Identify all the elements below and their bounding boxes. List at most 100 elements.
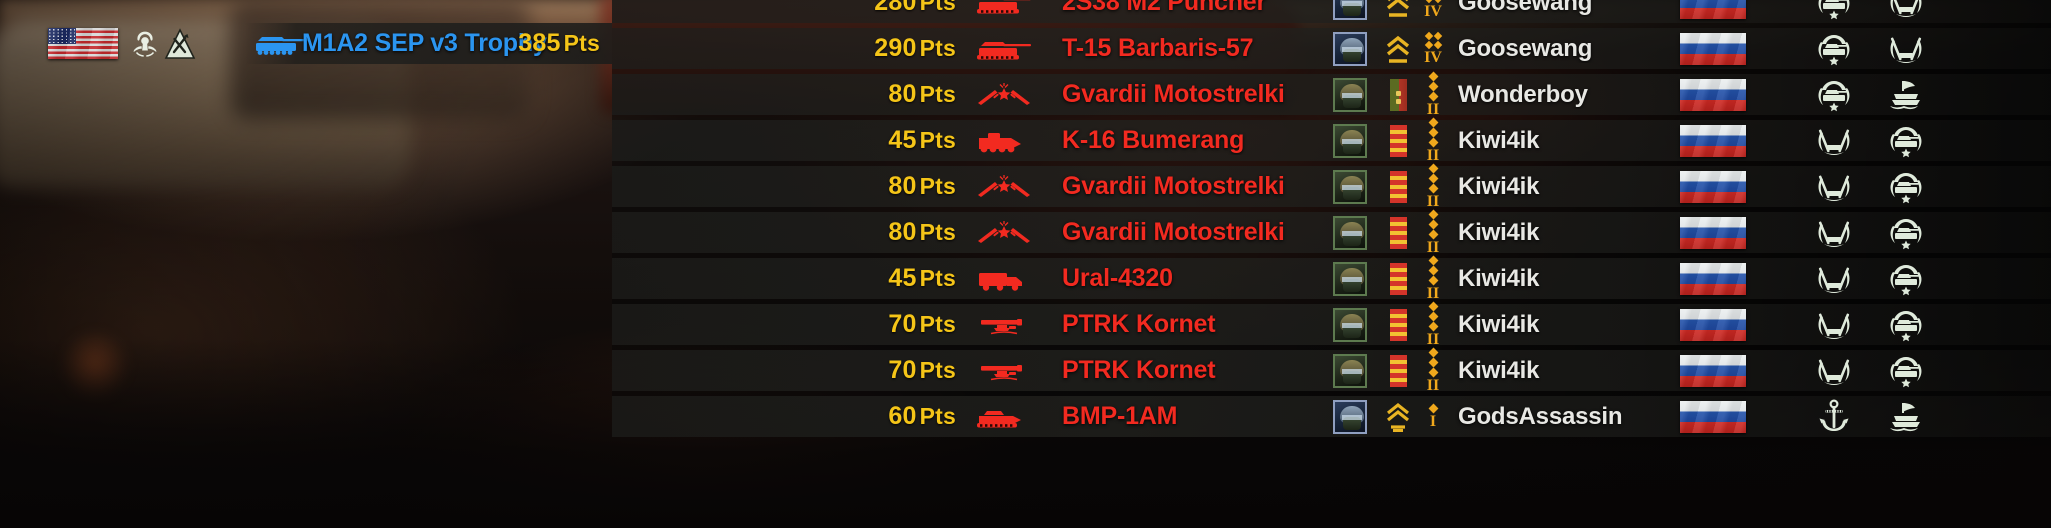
rank-insignia: [1380, 34, 1416, 64]
tank-wreath-badge-icon: [1798, 0, 1870, 23]
kill-points-unit: Pts: [919, 173, 956, 199]
rank-insignia: [1380, 354, 1416, 387]
naval-ship-badge-icon: [1870, 397, 1942, 437]
killed-vehicle-name-text: BMP-1AM: [1062, 402, 1178, 430]
killer-player-name[interactable]: Kiwi4ik: [1450, 311, 1674, 339]
kill-points-value: 70: [888, 310, 917, 338]
killed-vehicle-name-text: PTRK Kornet: [1062, 310, 1216, 338]
player-avatar[interactable]: [1320, 0, 1380, 20]
kill-points: 80 Pts: [784, 218, 956, 247]
kill-feed-row: 70 Pts PTRK Kornet II Kiwi4ik: [612, 301, 2051, 348]
kill-points-value: 80: [888, 172, 917, 200]
killed-vehicle-name: PTRK Kornet: [1052, 356, 1320, 385]
kill-feed-row: 70 Pts PTRK Kornet II Kiwi4ik: [612, 347, 2051, 394]
killer-player-name[interactable]: Kiwi4ik: [1450, 357, 1674, 385]
player-avatar[interactable]: [1320, 307, 1380, 342]
killer-player-name[interactable]: Kiwi4ik: [1450, 265, 1674, 293]
soldier-goggles-avatar: [1333, 123, 1367, 158]
row-separator: [612, 161, 2051, 166]
killer-player-name[interactable]: Kiwi4ik: [1450, 173, 1674, 201]
kill-points: 80 Pts: [784, 172, 956, 201]
crossed-rifles-wreath-badge-icon: [1798, 213, 1870, 253]
crossed-rifles-wreath-badge-icon: [1798, 351, 1870, 391]
kill-points-unit: Pts: [919, 219, 956, 245]
player-avatar[interactable]: [1320, 261, 1380, 296]
killer-player-name-text: Kiwi4ik: [1458, 310, 1540, 338]
crossed-rifles-wreath-badge-icon: [1798, 305, 1870, 345]
soldier-goggles-avatar: [1333, 215, 1367, 250]
kill-feed-row: 45 Pts Ural-4320 II Kiwi4ik: [612, 255, 2051, 302]
player-avatar[interactable]: [1320, 123, 1380, 158]
squad-level-2-icon: II: [1416, 117, 1450, 164]
tracked-tank-icon: [956, 36, 1052, 62]
squad-level-numeral: II: [1426, 330, 1440, 348]
kill-points-unit: Pts: [919, 357, 956, 383]
kill-feed-row: 45 Pts K-16 Bumerang II Kiwi4ik: [612, 117, 2051, 164]
flag-russia-icon: [1674, 262, 1798, 295]
kill-feed-row: 60 Pts BMP-1AM I GodsAssassin: [612, 396, 2051, 437]
rank-insignia: [1380, 78, 1416, 111]
flag-russia-icon: [1674, 308, 1798, 341]
killed-vehicle-name: Gvardii Motostrelki: [1052, 80, 1320, 109]
squad-level-numeral: II: [1426, 238, 1440, 256]
sergeant-chevron-icon: [1386, 0, 1410, 17]
killer-player-name[interactable]: Goosewang: [1450, 0, 1674, 17]
flag-canton: [48, 28, 76, 45]
killer-player-name-text: Kiwi4ik: [1458, 356, 1540, 384]
killer-player-name-text: GodsAssassin: [1458, 402, 1623, 430]
player-avatar[interactable]: [1320, 169, 1380, 204]
kill-points-unit: Pts: [919, 81, 956, 107]
squad-level-2-icon: II: [1416, 347, 1450, 394]
flag-russia-icon: [1674, 170, 1798, 203]
kill-points-unit: Pts: [919, 265, 956, 291]
killer-player-name[interactable]: Wonderboy: [1450, 81, 1674, 109]
infantry-squad-icon: [956, 82, 1052, 108]
killer-player-name-text: Goosewang: [1458, 0, 1593, 16]
killer-player-name[interactable]: GodsAssassin: [1450, 403, 1674, 431]
flag-russia-icon: [1674, 400, 1798, 433]
player-avatar[interactable]: [1320, 215, 1380, 250]
killer-player-name-text: Kiwi4ik: [1458, 126, 1540, 154]
tank-wreath-badge-icon: [1870, 351, 1942, 391]
rank-insignia: [1380, 216, 1416, 249]
flag-united-states-icon: [48, 28, 118, 59]
tracked-tank-icon: [956, 0, 1052, 16]
killer-player-name[interactable]: Kiwi4ik: [1450, 127, 1674, 155]
soldier-goggles-avatar: [1333, 307, 1367, 342]
squad-level-numeral: II: [1426, 284, 1440, 302]
kill-points-unit: Pts: [919, 127, 956, 153]
kill-points-value: 45: [888, 126, 917, 154]
tank-wreath-badge-icon: [1870, 305, 1942, 345]
flag-russia-graphic: [1680, 170, 1746, 203]
row-separator: [612, 253, 2051, 258]
soldier-helmet-avatar: [1333, 31, 1367, 66]
killer-player-name[interactable]: Goosewang: [1450, 35, 1674, 63]
kill-points: 70 Pts: [784, 356, 956, 385]
killer-player-name[interactable]: Kiwi4ik: [1450, 219, 1674, 247]
player-avatar[interactable]: [1320, 353, 1380, 388]
crossed-rifles-wreath-badge-icon: [1870, 29, 1942, 69]
sergeant-chevron-icon: [1386, 35, 1410, 63]
kill-feed-row: 290 Pts T-15 Barbaris-57 IV Goosewang: [612, 28, 2051, 69]
player-avatar[interactable]: [1320, 31, 1380, 66]
flag-russia-graphic: [1680, 262, 1746, 295]
squad-level-2-icon: II: [1416, 209, 1450, 256]
killed-vehicle-name-text: Gvardii Motostrelki: [1062, 172, 1285, 200]
special-forces-triangle-badge-icon: [164, 28, 196, 59]
player-avatar[interactable]: [1320, 77, 1380, 112]
flag-russia-icon: [1674, 216, 1798, 249]
kill-points-value: 280: [874, 0, 917, 16]
kill-feed-row: 80 Pts Gvardii Motostrelki II Kiwi4ik: [612, 163, 2051, 209]
row-separator: [612, 115, 2051, 120]
kill-points: 70 Pts: [784, 310, 956, 339]
squad-level-numeral: IV: [1424, 48, 1442, 66]
player-avatar[interactable]: [1320, 399, 1380, 434]
flag-russia-graphic: [1680, 78, 1746, 111]
killer-player-name-text: Wonderboy: [1458, 80, 1588, 108]
killed-vehicle-name: Gvardii Motostrelki: [1052, 218, 1320, 247]
crossed-rifles-wreath-badge-icon: [1798, 259, 1870, 299]
row-separator: [612, 345, 2051, 350]
kill-feed-row: 80 Pts Gvardii Motostrelki II Kiwi4ik: [612, 209, 2051, 256]
tank-wreath-badge-icon: [1870, 167, 1942, 207]
killed-vehicle-name-text: T-15 Barbaris-57: [1062, 34, 1254, 62]
